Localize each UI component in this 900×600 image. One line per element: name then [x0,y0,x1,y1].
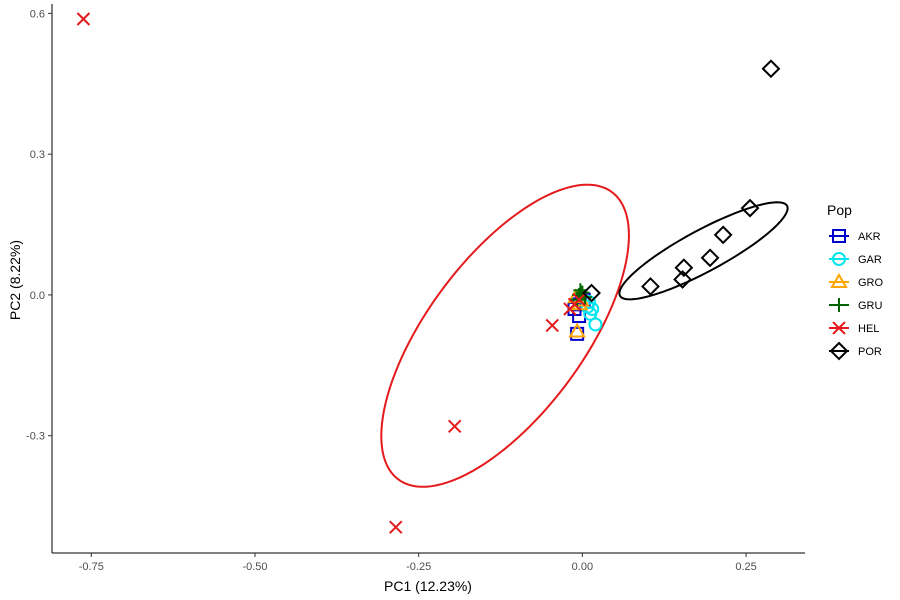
data-point-por [582,283,601,303]
legend-title: Pop [827,202,852,218]
y-axis-ticks: -0.3 0.0 0.3 0.6 [26,8,52,443]
ellipse-hel [380,183,630,488]
data-point-por [761,59,781,79]
legend-item-gar: GAR [829,252,882,266]
y-tick-label: 0.6 [30,8,45,20]
x-tick-label: -0.25 [406,561,431,573]
data-point-por [674,258,694,278]
data-point-por [641,277,660,296]
x-tick-label: -0.75 [79,561,104,573]
legend-key-square-icon [832,229,846,243]
data-point-hel [545,318,559,333]
legend-label: GAR [858,254,882,266]
y-tick-label: 0.0 [30,290,45,302]
legend-key-circle-icon [832,252,846,266]
data-point-por [740,198,760,218]
legend-key-x-icon [832,321,846,335]
data-point-hel [572,292,586,307]
legend-item-hel: HEL [829,321,879,335]
legend-item-gru: GRU [829,298,883,312]
series-por [582,59,781,303]
x-tick-label: -0.50 [242,561,267,573]
y-tick-label: 0.3 [30,149,45,161]
ellipse-por [618,201,789,301]
legend-key-plus-icon [832,298,846,312]
x-axis-ticks: -0.75 -0.50 -0.25 0.00 0.25 [79,553,757,573]
data-point-gro [568,322,586,338]
legend-key-triangle-icon [830,273,848,288]
data-point-akr [570,326,585,341]
legend: AKR GAR GRO GRU HEL POR [829,229,884,361]
data-point-hel [447,419,462,434]
legend-key-diamond-icon [829,341,849,361]
y-axis-title: PC2 (8.22%) [7,240,23,320]
legend-item-por: POR [829,341,882,361]
plot-area [76,12,789,534]
legend-item-gro: GRO [829,273,884,289]
data-point-por [713,225,733,245]
x-axis-title: PC1 (12.23%) [384,578,472,594]
legend-label: POR [858,346,882,358]
data-point-gru [570,292,585,307]
x-tick-label: 0.00 [572,561,593,573]
legend-label: GRU [858,300,883,312]
data-point-hel [76,12,91,26]
series-hel [76,12,586,534]
x-tick-label: 0.25 [735,561,756,573]
data-point-gar [588,317,603,332]
legend-item-akr: AKR [829,229,881,243]
legend-label: AKR [858,231,881,243]
data-point-por [700,248,720,268]
y-tick-label: -0.3 [26,431,45,443]
legend-label: GRO [858,277,884,289]
legend-label: HEL [858,323,879,335]
data-point-hel [389,520,403,534]
data-point-por [673,270,692,289]
